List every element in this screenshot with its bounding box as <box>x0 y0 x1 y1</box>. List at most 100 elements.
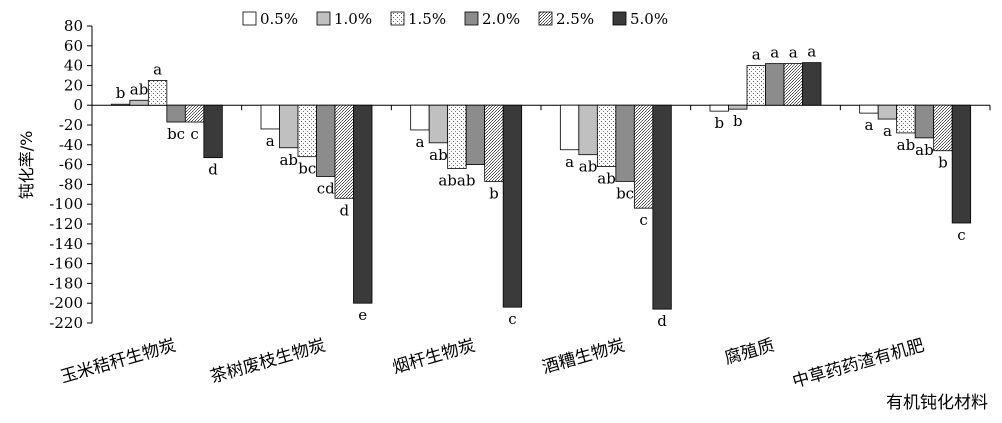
bar <box>297 104 317 158</box>
significance-letter: a <box>752 46 761 64</box>
y-tick-label: -220 <box>49 314 83 332</box>
significance-letter: e <box>358 306 367 324</box>
significance-letter: bc <box>298 160 316 178</box>
significance-letter: bc <box>616 184 634 202</box>
legend: 0.5% 1.0% 1.5% 2.0% 2.5% 5.0% <box>242 10 668 28</box>
bar <box>728 104 748 110</box>
significance-letter: ab <box>279 151 298 169</box>
y-tick-label: -160 <box>49 255 83 273</box>
y-tick-label: -120 <box>49 215 83 233</box>
y-tick-label: -40 <box>59 136 83 154</box>
y-tick-label: -140 <box>49 235 83 253</box>
significance-letter: b <box>489 184 499 202</box>
bar <box>765 63 785 106</box>
legend-swatch <box>612 11 627 26</box>
bar <box>129 99 149 106</box>
significance-letter: a <box>153 60 162 78</box>
significance-letter: c <box>639 211 647 229</box>
bar <box>334 104 354 199</box>
significance-letter: a <box>565 153 574 171</box>
y-tick-label: -180 <box>49 274 83 292</box>
significance-letter: ab <box>579 158 598 176</box>
significance-letter: cd <box>317 179 335 197</box>
significance-letter: a <box>770 44 779 62</box>
category-label: 烟杆生物炭 <box>390 336 477 379</box>
y-tick-label: -80 <box>59 175 83 193</box>
bar <box>951 104 972 224</box>
bar <box>652 104 672 310</box>
significance-letter: a <box>266 132 275 150</box>
bar <box>279 104 299 149</box>
bar <box>859 104 879 114</box>
significance-letter: ab <box>897 136 916 154</box>
legend-label: 1.0% <box>334 10 372 28</box>
category-label: 玉米秸秆生物炭 <box>58 336 178 388</box>
significance-letter: b <box>714 114 724 132</box>
bar <box>465 104 486 165</box>
significance-letter: abab <box>438 172 475 190</box>
legend-swatch <box>390 11 405 26</box>
bar <box>633 104 654 209</box>
significance-letter: ab <box>130 80 149 98</box>
y-tick-label: -60 <box>59 156 83 174</box>
significance-letter: d <box>657 312 667 330</box>
y-tick-label: 40 <box>64 57 83 75</box>
bar <box>502 104 523 308</box>
bar <box>428 104 449 144</box>
category-label: 茶树废枝生物炭 <box>208 336 328 388</box>
category-label: 酒糟生物炭 <box>540 336 627 379</box>
significance-letter: d <box>208 161 218 179</box>
y-tick-label: -200 <box>49 294 83 312</box>
legend-label: 5.0% <box>630 10 668 28</box>
x-axis <box>91 104 991 111</box>
legend-swatch <box>538 11 553 26</box>
y-tick-label: 80 <box>64 17 83 35</box>
bar <box>559 104 580 151</box>
significance-letter: b <box>116 84 126 102</box>
bar <box>877 104 898 120</box>
bar <box>110 103 131 106</box>
y-tick-label: 20 <box>64 76 83 94</box>
significance-letter: a <box>415 133 424 151</box>
significance-letter: c <box>957 226 965 244</box>
bar <box>896 104 916 134</box>
bar <box>802 62 822 106</box>
y-tick-label: 60 <box>64 37 83 55</box>
bar <box>147 80 168 106</box>
significance-letter: a <box>789 44 798 62</box>
y-axis-title: 钝化率/% <box>17 131 36 200</box>
y-tick-label: 0 <box>73 96 83 114</box>
bar <box>578 104 598 156</box>
y-tick-label: -20 <box>59 116 83 134</box>
legend-label: 0.5% <box>260 10 298 28</box>
bar <box>746 65 766 106</box>
bar <box>615 104 635 182</box>
significance-letter: a <box>883 122 892 140</box>
bar <box>203 104 223 159</box>
significance-letter: b <box>938 154 948 172</box>
significance-letter: c <box>508 310 516 328</box>
category-label: 腐殖质 <box>722 336 777 369</box>
legend-swatch <box>464 11 479 26</box>
bar <box>166 104 186 123</box>
bar <box>914 104 935 139</box>
bar <box>933 104 953 152</box>
bar <box>316 104 336 177</box>
bar <box>353 104 373 304</box>
significance-letter: b <box>733 112 743 130</box>
bar <box>709 104 729 112</box>
bar <box>410 104 430 131</box>
significance-letter: c <box>190 125 198 143</box>
significance-letter: bc <box>167 125 185 143</box>
significance-letter: a <box>864 116 873 134</box>
significance-letter: ab <box>597 170 616 188</box>
legend-swatch <box>242 11 257 26</box>
bar <box>783 63 803 106</box>
bars-layer <box>110 62 972 310</box>
legend-swatch <box>316 11 331 26</box>
category-labels: 玉米秸秆生物炭 茶树废枝生物炭 烟杆生物炭 酒糟生物炭 腐殖质 中草药药渣有机肥 <box>58 336 926 393</box>
y-tick-label: -100 <box>49 195 83 213</box>
bar <box>260 104 280 130</box>
